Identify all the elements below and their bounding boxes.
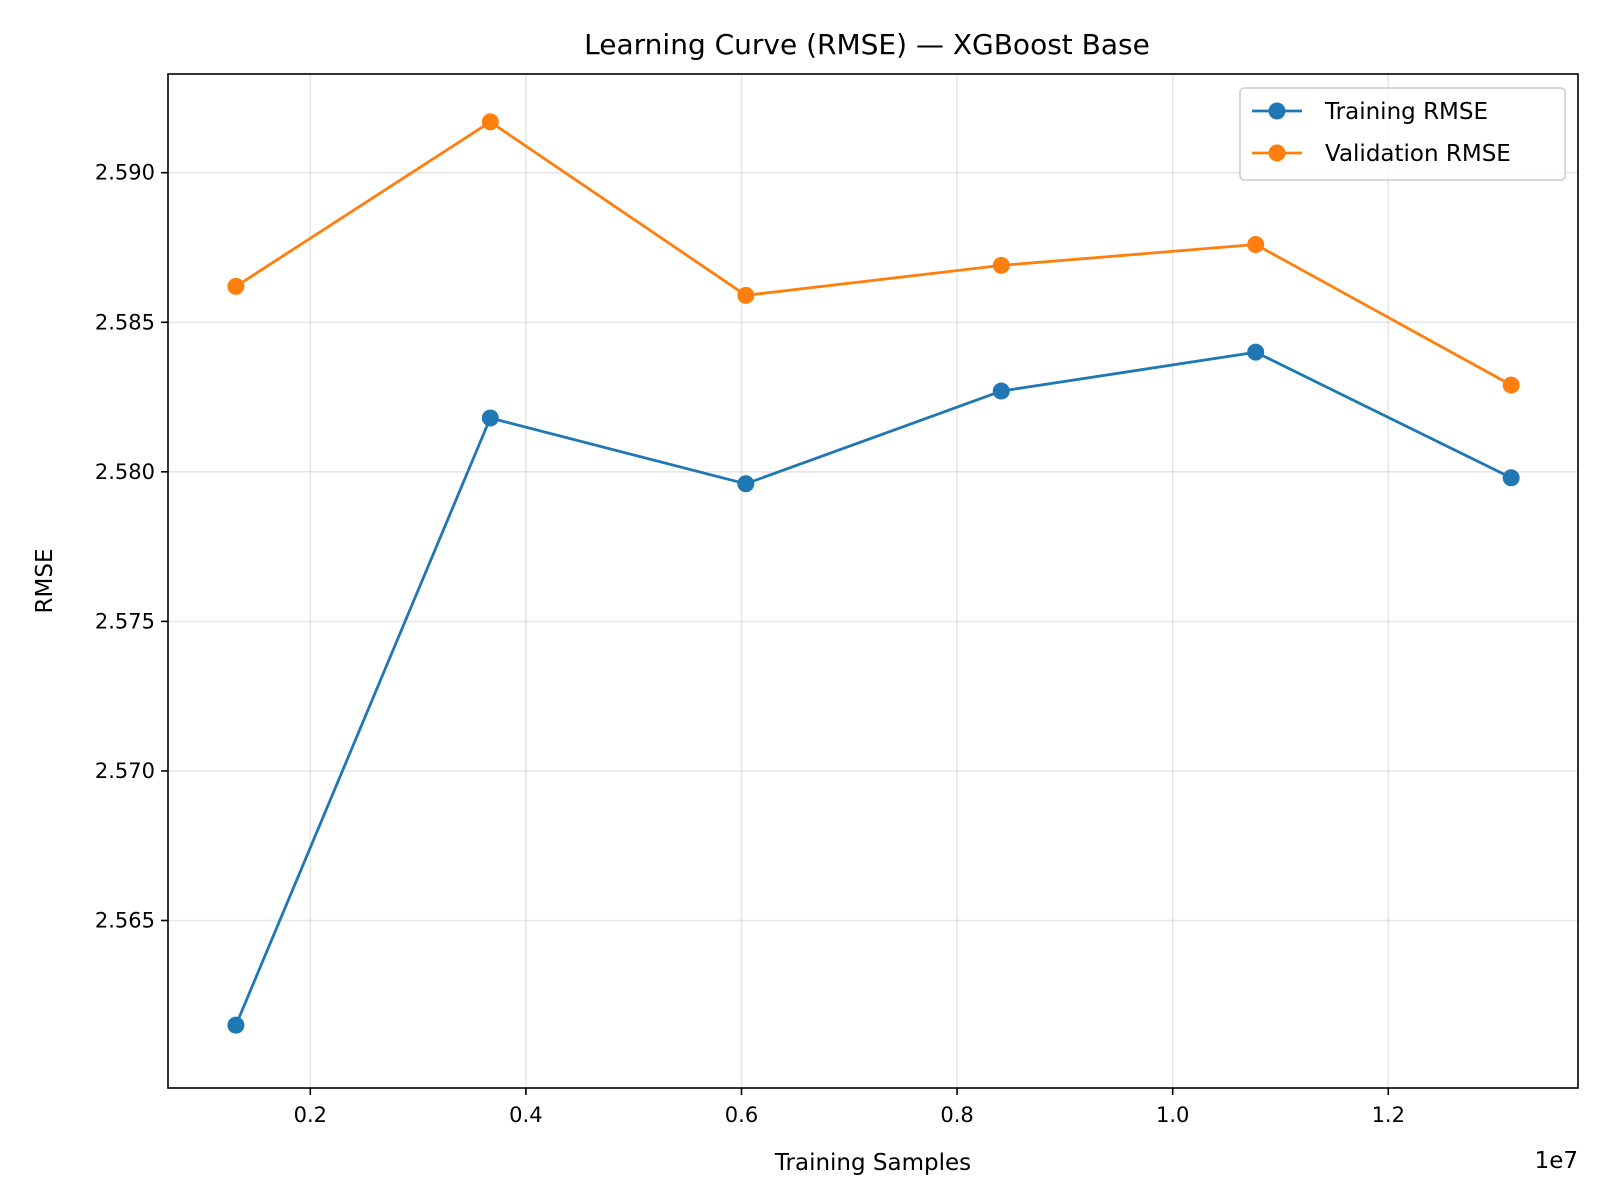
series-0-point bbox=[1502, 469, 1520, 487]
series-1-point bbox=[1247, 235, 1265, 253]
x-tick-label: 0.2 bbox=[294, 1103, 327, 1127]
y-axis-ticks: 2.565 2.570 2.575 2.580 2.585 2.590 bbox=[95, 161, 168, 932]
legend: Training RMSE Validation RMSE bbox=[1239, 87, 1566, 181]
legend-marker-0 bbox=[1268, 102, 1286, 120]
y-axis-label: RMSE bbox=[32, 549, 58, 614]
x-axis-offset-label: 1e7 bbox=[1535, 1148, 1578, 1174]
series-1-point bbox=[992, 256, 1010, 274]
legend-marker-1 bbox=[1268, 144, 1286, 162]
x-axis-label: Training Samples bbox=[774, 1150, 971, 1176]
x-tick-label: 0.8 bbox=[940, 1103, 973, 1127]
series-1-point bbox=[481, 113, 499, 131]
x-axis-ticks: 0.2 0.4 0.6 0.8 1.0 1.2 bbox=[294, 1088, 1405, 1127]
x-tick-label: 0.6 bbox=[725, 1103, 758, 1127]
legend-label-1: Validation RMSE bbox=[1325, 141, 1511, 167]
series-0-point bbox=[737, 475, 755, 493]
legend-label-0: Training RMSE bbox=[1324, 99, 1488, 125]
chart-title: Learning Curve (RMSE) — XGBoost Base bbox=[584, 28, 1150, 61]
y-tick-label: 2.565 bbox=[95, 908, 155, 932]
y-tick-label: 2.570 bbox=[95, 759, 155, 783]
series-1-point bbox=[227, 277, 245, 295]
y-tick-label: 2.590 bbox=[95, 161, 155, 185]
series-line-0 bbox=[234, 350, 1512, 1026]
legend-box bbox=[1239, 87, 1566, 181]
series-0-point bbox=[992, 382, 1010, 400]
series-1-point bbox=[737, 286, 755, 304]
y-tick-label: 2.580 bbox=[95, 460, 155, 484]
series-0-point bbox=[1247, 343, 1265, 361]
series-0-point bbox=[481, 409, 499, 427]
x-tick-label: 0.4 bbox=[509, 1103, 542, 1127]
x-tick-label: 1.0 bbox=[1156, 1103, 1189, 1127]
x-tick-label: 1.2 bbox=[1372, 1103, 1405, 1127]
y-tick-label: 2.575 bbox=[95, 609, 155, 633]
series-line-1 bbox=[235, 120, 1512, 387]
plot-series bbox=[227, 113, 1520, 1034]
plot-frame bbox=[167, 73, 1579, 1089]
series-1-point bbox=[1502, 376, 1520, 394]
y-tick-label: 2.585 bbox=[95, 310, 155, 334]
series-0-point bbox=[227, 1016, 245, 1034]
grid-lines bbox=[168, 74, 1578, 1088]
